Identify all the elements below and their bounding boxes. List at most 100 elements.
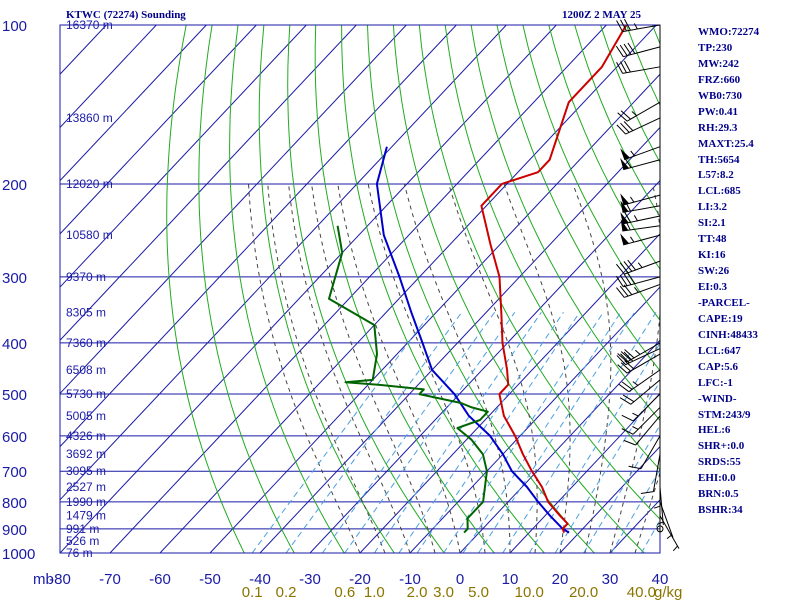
wind-barb	[620, 146, 661, 161]
mixing-ratio-label: 3.0	[433, 584, 454, 600]
isotherm	[159, 25, 657, 553]
parameter-item: BRN:0.5	[698, 488, 739, 501]
mixing-ratio-label: 2.0	[407, 584, 428, 600]
mixing-ratio-line	[285, 311, 463, 553]
temperature-tick-label: -60	[149, 571, 171, 588]
dry-adiabat	[548, 25, 660, 270]
wind-barb	[616, 348, 661, 366]
plot-frame	[59, 24, 661, 554]
height-label: 8305 m	[66, 305, 106, 319]
wind-barb	[616, 283, 661, 298]
moist-adiabat	[288, 183, 411, 553]
temperature-tick-label: 10	[502, 571, 519, 588]
temperature-tick-label: -50	[199, 571, 221, 588]
wind-barb	[620, 233, 661, 246]
isotherm	[60, 25, 307, 288]
parameter-item: RH:29.3	[698, 121, 738, 134]
mb-axis-label: mb	[33, 571, 54, 588]
dry-adiabat	[287, 25, 445, 553]
height-label: 6508 m	[66, 363, 106, 377]
temperature-tick-label: -40	[249, 571, 271, 588]
height-label: 4326 m	[66, 429, 106, 443]
height-label: 9370 m	[66, 270, 106, 284]
wind-barb	[620, 156, 661, 171]
parameter-item: EHI:0.0	[698, 472, 736, 485]
isotherm	[309, 179, 660, 553]
pressure-tick-label: 700	[2, 464, 27, 481]
mixing-ratio-line	[443, 311, 604, 553]
moist-adiabat	[337, 183, 461, 553]
isotherm	[60, 25, 257, 235]
mixing-ratio-label: 5.0	[468, 584, 489, 600]
mixing-ratio-line	[398, 311, 564, 553]
dry-adiabat	[258, 25, 395, 553]
mixing-ratio-label: 10.0	[515, 584, 544, 600]
wind-barb	[615, 42, 661, 58]
wind-barb	[640, 454, 661, 494]
dry-adiabat	[444, 25, 660, 471]
moist-adiabat	[634, 471, 660, 553]
isotherm	[60, 25, 407, 395]
parameter-item: L57:8.2	[698, 169, 734, 182]
mixing-ratio-label: 0.6	[334, 584, 355, 600]
wind-barb	[620, 218, 661, 232]
pressure-tick-label: 500	[2, 387, 27, 404]
dry-adiabat	[198, 25, 295, 553]
height-label: 16370 m	[66, 18, 113, 32]
pressure-tick-label: 600	[2, 429, 27, 446]
dry-adiabat	[574, 25, 660, 218]
wind-barb	[616, 60, 661, 74]
mixing-ratio-line	[583, 424, 660, 553]
parameter-item: TT:48	[698, 233, 727, 246]
dry-adiabat	[522, 25, 660, 322]
temperature-tick-label: -80	[49, 571, 71, 588]
wind-barb	[659, 515, 680, 552]
isotherm	[509, 392, 660, 553]
temperature-tick-label: 0	[456, 571, 464, 588]
wind-barb	[619, 379, 661, 405]
mixing-ratio-line	[502, 311, 657, 553]
wind-barb	[617, 353, 661, 374]
parameter-item: HEL:6	[698, 424, 731, 437]
mixing-ratio-label: 40.0	[627, 584, 656, 600]
parameter-item: MW:242	[698, 57, 739, 70]
isotherm	[60, 25, 557, 553]
temperature-tick-label: -30	[299, 571, 321, 588]
wind-barb	[623, 415, 661, 446]
dry-adiabat	[470, 25, 660, 422]
isotherm	[60, 25, 507, 501]
isotherm	[60, 25, 357, 341]
parameter-item: PW:0.41	[698, 105, 739, 118]
dry-adiabat	[314, 25, 495, 553]
temperature-tick-label: 20	[552, 571, 569, 588]
mixing-ratio-line	[416, 311, 581, 553]
height-label: 1479 m	[66, 509, 106, 523]
mixing-ratio-label: 1.0	[364, 584, 385, 600]
dry-adiabat	[392, 25, 645, 553]
height-label: 2527 m	[66, 480, 106, 494]
wind-barb	[615, 272, 661, 288]
parameter-item: SI:2.1	[698, 217, 726, 230]
dry-adiabat	[496, 25, 660, 372]
moist-adiabat	[448, 183, 538, 553]
temperature-tick-label: -70	[99, 571, 121, 588]
moist-adiabat	[609, 183, 660, 553]
wind-barb	[616, 18, 661, 33]
plot-area	[60, 25, 660, 553]
parameter-item: -PARCEL-	[698, 296, 750, 309]
wind-barb	[656, 525, 664, 533]
parameter-item: WB0:730	[698, 89, 742, 102]
parameter-item: CINH:48433	[698, 328, 758, 341]
pressure-tick-label: 100	[2, 18, 27, 35]
dry-adiabat	[229, 25, 345, 553]
pressure-tick-label: 800	[2, 495, 27, 512]
wind-barb	[621, 407, 661, 435]
moist-adiabat	[367, 183, 486, 553]
wind-barb	[620, 211, 661, 225]
temperature-tick-label: 40	[652, 571, 669, 588]
height-label: 526 m	[66, 534, 99, 548]
pressure-tick-label: 1000	[2, 546, 35, 563]
height-label: 3692 m	[66, 447, 106, 461]
isotherm	[359, 233, 660, 553]
chart-title: KTWC (72274) Sounding	[66, 9, 186, 21]
